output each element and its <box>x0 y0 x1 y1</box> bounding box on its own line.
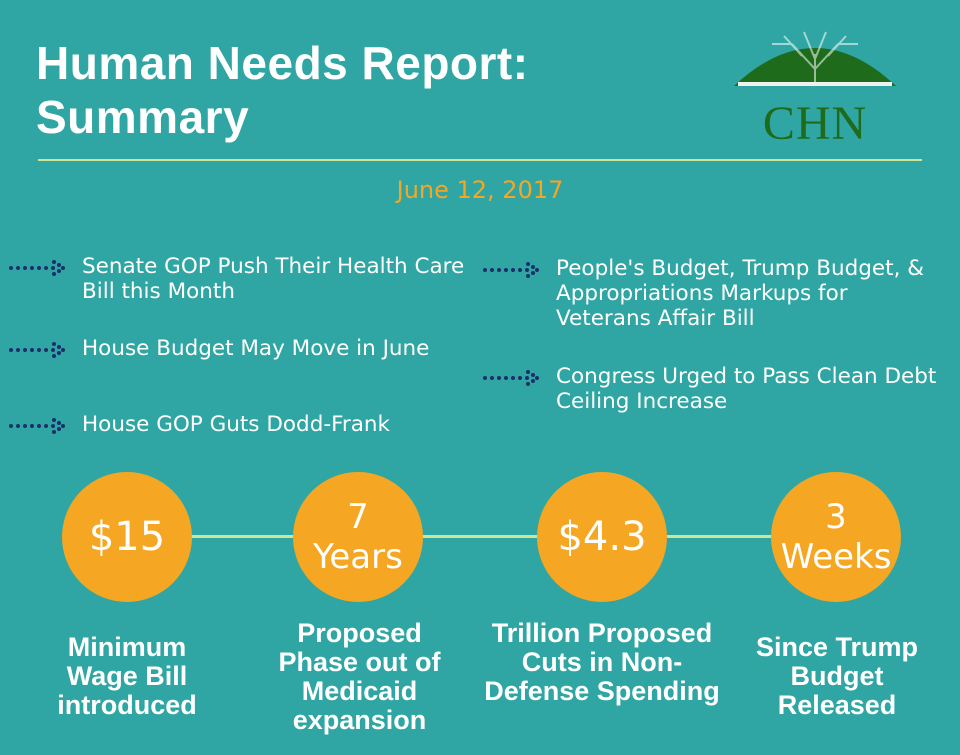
tree-icon <box>734 31 896 86</box>
stat-circle-wage: $15 <box>62 472 192 602</box>
news-item-text: House Budget May Move in June <box>82 336 430 361</box>
header-divider <box>38 159 922 161</box>
news-item: House GOP Guts Dodd-Frank <box>8 412 478 437</box>
report-date: June 12, 2017 <box>396 176 564 204</box>
stat-unit: Weeks <box>780 537 892 577</box>
news-item: Congress Urged to Pass Clean Debt Ceilin… <box>482 364 952 414</box>
dotted-arrow-icon <box>483 262 539 278</box>
stat-value: 3 <box>825 497 847 537</box>
stat-circle-cuts: $4.3 <box>537 472 667 602</box>
page-title: Human Needs Report: Summary <box>36 36 529 144</box>
dotted-arrow-icon <box>9 342 65 358</box>
stat-label: Minimum Wage Bill introduced <box>57 632 197 720</box>
stat-unit: Years <box>313 537 403 577</box>
dotted-arrow-icon <box>483 370 539 386</box>
stat-label: Proposed Phase out of Medicaid expansion <box>278 618 441 735</box>
chn-logo: CHN <box>732 14 898 150</box>
news-item-text: People's Budget, Trump Budget, & Appropr… <box>556 256 924 331</box>
stat-label: Trillion Proposed Cuts in Non-Defense Sp… <box>484 618 720 706</box>
stat-circle-medicaid: 7 Years <box>293 472 423 602</box>
title-line-2: Summary <box>36 91 250 143</box>
dotted-arrow-icon <box>9 418 65 434</box>
dotted-arrow-icon <box>9 260 65 276</box>
stat-value: $15 <box>88 514 166 560</box>
stat-circle-weeks: 3 Weeks <box>771 472 901 602</box>
news-item-text: Congress Urged to Pass Clean Debt Ceilin… <box>556 364 937 414</box>
news-item-text: House GOP Guts Dodd-Frank <box>82 412 391 437</box>
news-item: Senate GOP Push Their Health Care Bill t… <box>8 254 478 304</box>
news-item: People's Budget, Trump Budget, & Appropr… <box>482 256 952 331</box>
news-item-text: Senate GOP Push Their Health Care Bill t… <box>82 254 465 304</box>
stat-value: 7 <box>347 497 369 537</box>
news-item: House Budget May Move in June <box>8 336 478 361</box>
stat-value: $4.3 <box>557 514 647 560</box>
stat-label: Since Trump Budget Released <box>755 632 919 720</box>
timeline-connector <box>170 535 810 538</box>
logo-text: CHN <box>762 97 868 150</box>
title-line-1: Human Needs Report: <box>36 37 529 89</box>
